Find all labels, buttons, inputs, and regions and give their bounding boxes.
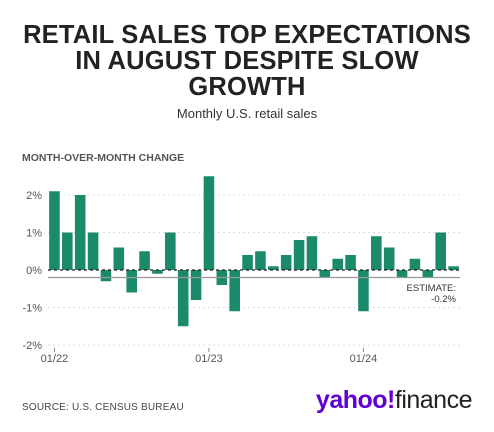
bar (87, 232, 99, 270)
chart-title: RETAIL SALES TOP EXPECTATIONS IN AUGUST … (0, 22, 494, 100)
y-tick-label: 2% (26, 190, 42, 202)
bar (165, 232, 176, 270)
bar (409, 258, 421, 270)
bar (49, 191, 60, 270)
y-tick-label: 1% (26, 228, 42, 240)
bar (177, 270, 189, 327)
bar (435, 232, 446, 270)
y-tick-label: 0% (26, 265, 42, 277)
bar (203, 176, 215, 270)
bar (383, 247, 395, 270)
bar (152, 270, 163, 274)
bar (255, 251, 266, 270)
bar (371, 236, 382, 270)
title-line-3: GROWTH (188, 73, 306, 101)
x-tick-label: 01/24 (350, 353, 378, 365)
bar (242, 255, 253, 270)
bar (396, 270, 408, 278)
logo-product: finance (394, 386, 473, 414)
bar (268, 266, 279, 270)
bar (113, 247, 125, 270)
logo-brand: yahoo! (315, 386, 395, 414)
bar (345, 255, 356, 270)
bar (358, 270, 369, 312)
bar (74, 195, 86, 270)
x-tick-label: 01/23 (195, 353, 223, 365)
bar (306, 236, 318, 270)
y-tick-label: -2% (22, 340, 42, 352)
chart-subtitle: Monthly U.S. retail sales (176, 106, 318, 121)
x-tick-label: 01/22 (41, 353, 69, 365)
bar (448, 266, 459, 270)
source-note: SOURCE: U.S. CENSUS BUREAU (22, 402, 184, 413)
bar (139, 251, 150, 270)
bar (332, 258, 343, 270)
y-axis-title: MONTH-OVER-MONTH CHANGE (22, 152, 185, 164)
bar (319, 270, 331, 278)
bar (190, 270, 202, 300)
y-tick-label: -1% (22, 303, 42, 315)
title-line-1: RETAIL SALES TOP EXPECTATIONS (23, 21, 471, 49)
estimate-annotation: ESTIMATE: (407, 283, 456, 294)
bar (293, 240, 305, 270)
bar (100, 270, 112, 282)
title-line-2: IN AUGUST DESPITE SLOW (75, 47, 419, 75)
bar (229, 270, 240, 312)
yahoo-finance-logo: yahoo!finance (315, 386, 473, 415)
bar (280, 255, 292, 270)
bar (422, 270, 434, 278)
estimate-annotation: -0.2% (431, 294, 456, 305)
bar (62, 232, 73, 270)
bar (126, 270, 137, 293)
